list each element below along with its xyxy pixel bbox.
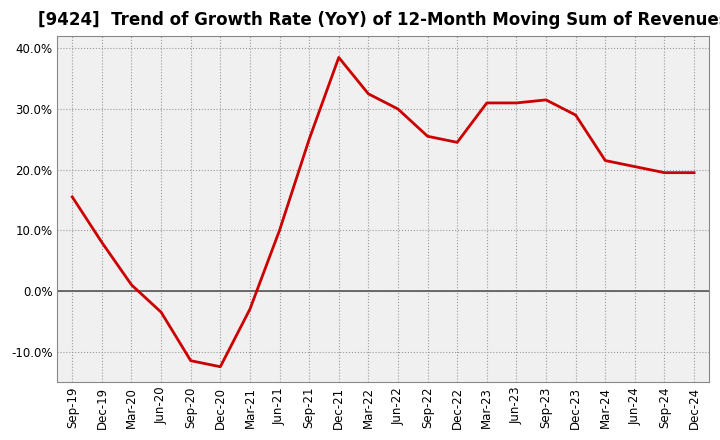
Title: [9424]  Trend of Growth Rate (YoY) of 12-Month Moving Sum of Revenues: [9424] Trend of Growth Rate (YoY) of 12-…: [38, 11, 720, 29]
